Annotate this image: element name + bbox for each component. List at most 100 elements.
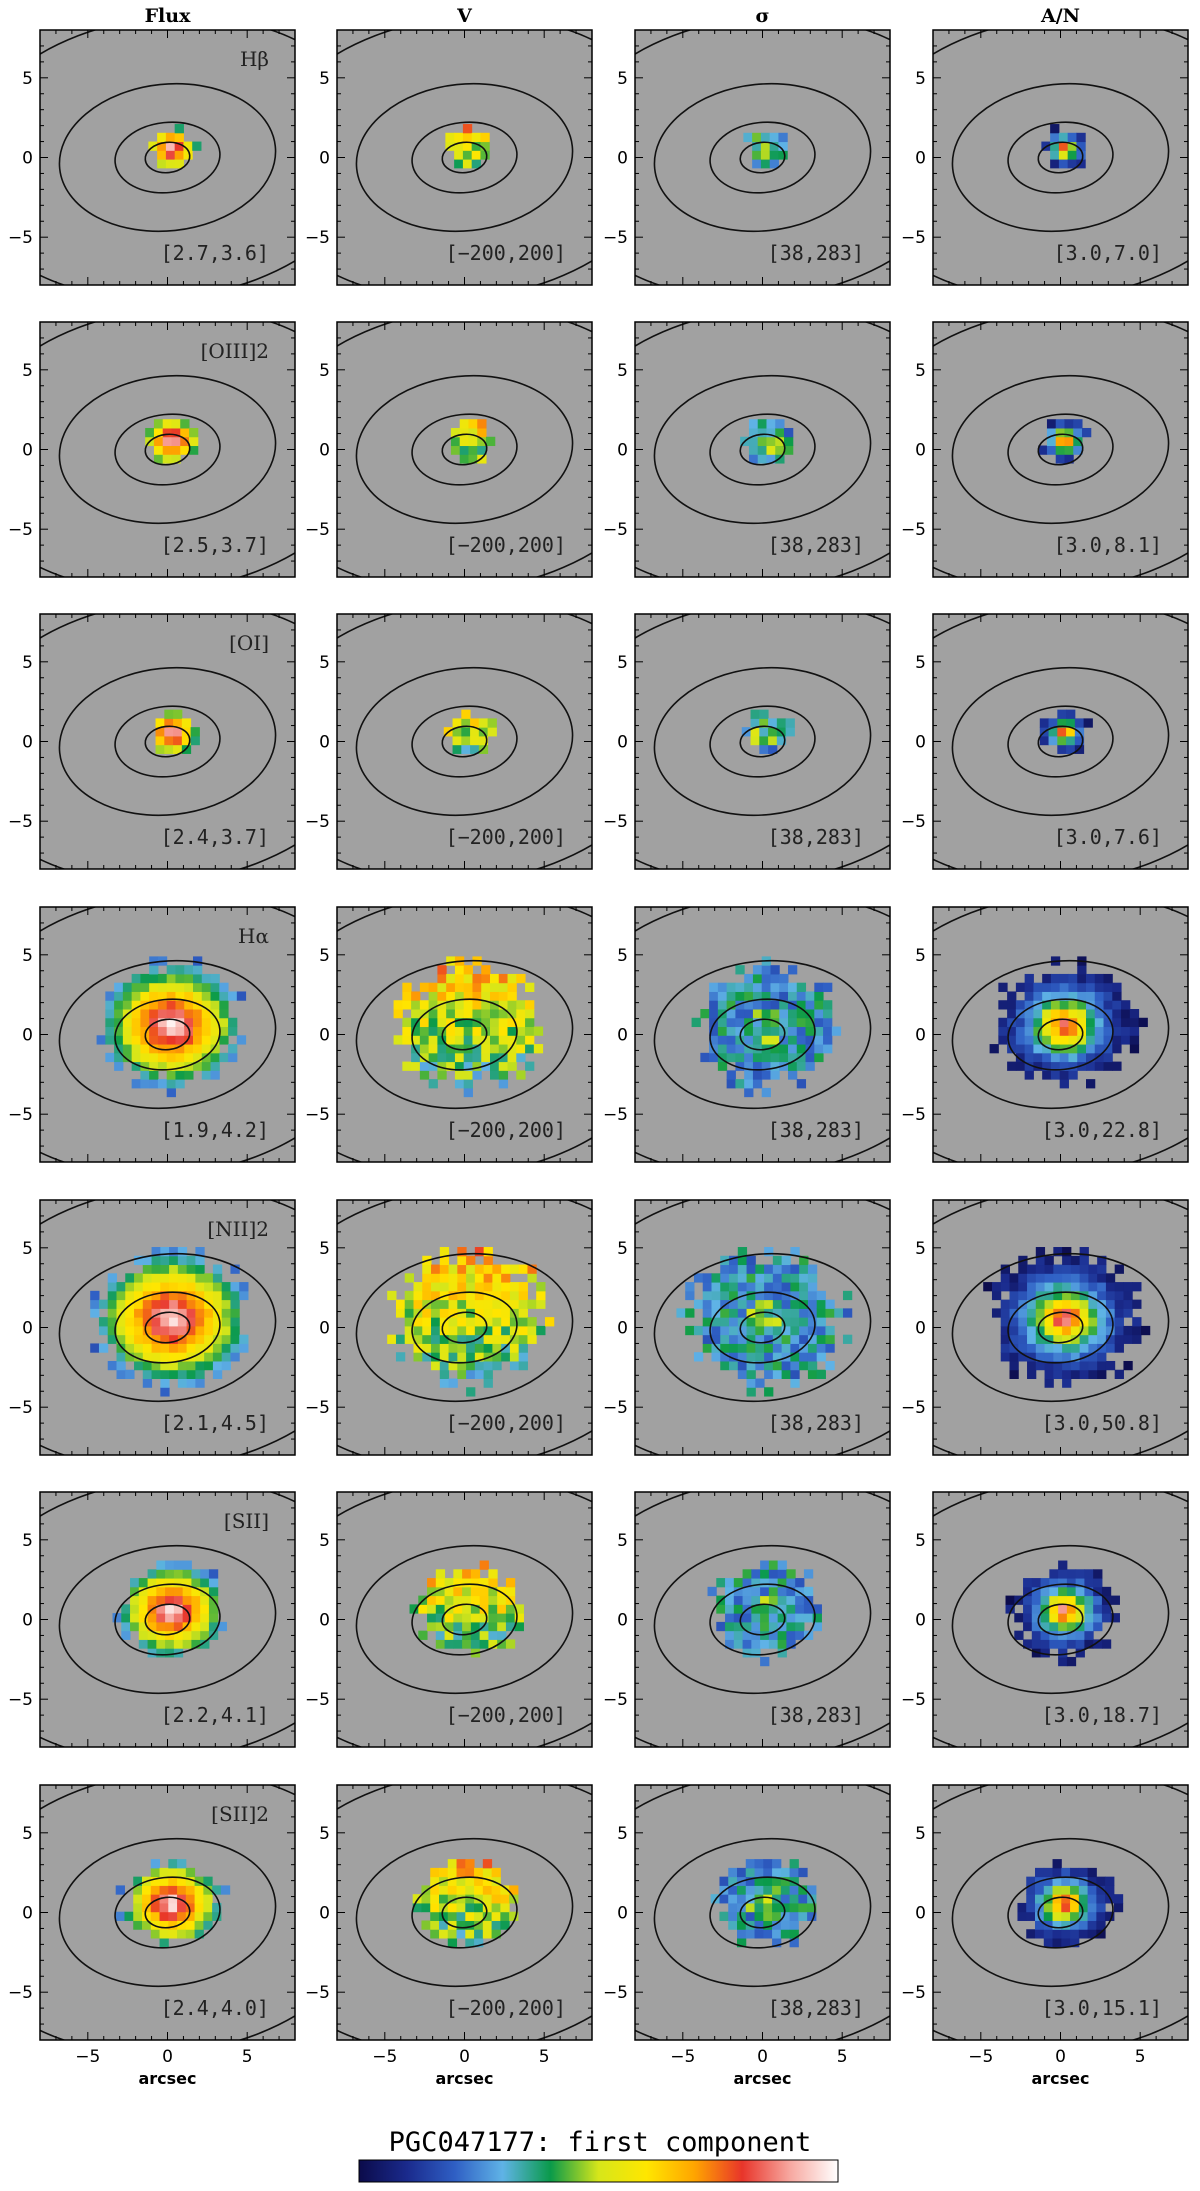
column-title: V xyxy=(456,5,473,27)
axis-ticks xyxy=(336,1491,593,1748)
map-pixel xyxy=(514,1604,524,1614)
range-label: [−200,200] xyxy=(446,1118,566,1142)
map-pixel xyxy=(1027,1352,1037,1362)
map-pixel xyxy=(490,1009,500,1019)
map-pixel xyxy=(1132,1334,1142,1344)
map-pixel xyxy=(1070,1343,1081,1353)
map-pixel xyxy=(735,1044,745,1054)
map-pixel xyxy=(482,1867,493,1878)
map-pixel xyxy=(743,132,753,143)
map-pixel xyxy=(444,1586,454,1597)
map-pixel xyxy=(1105,1343,1116,1353)
map-pixel xyxy=(492,1290,502,1301)
map-pixel xyxy=(725,1613,735,1623)
map-pixel xyxy=(491,1902,501,1913)
map-pixel xyxy=(1096,1902,1106,1913)
emission-map xyxy=(1017,1859,1124,1948)
map-pixel xyxy=(1033,1026,1043,1036)
map-pixel xyxy=(1009,1282,1019,1292)
map-pixel xyxy=(1044,1282,1054,1292)
range-label: [3.0,7.0] xyxy=(1054,241,1162,265)
map-pixel xyxy=(422,1317,432,1327)
map-pixel xyxy=(717,1026,728,1036)
map-pixel xyxy=(1026,1911,1036,1921)
map-pixel xyxy=(428,982,438,992)
y-tick-label: −5 xyxy=(901,1983,926,2003)
map-pixel xyxy=(193,1009,203,1019)
map-pixel xyxy=(479,1586,489,1597)
map-pixel xyxy=(194,1929,204,1939)
map-pixel xyxy=(201,1070,212,1080)
map-pixel xyxy=(1070,1325,1081,1336)
map-pixel xyxy=(760,1630,770,1640)
map-pixel xyxy=(177,1308,188,1318)
map-pixel xyxy=(1015,1026,1026,1036)
map-pixel xyxy=(431,1334,441,1344)
map-pixel xyxy=(761,965,771,975)
map-pixel xyxy=(500,1902,510,1913)
axis-ticks xyxy=(336,613,593,870)
map-pixel xyxy=(816,1352,826,1362)
map-pixel xyxy=(1062,1299,1072,1309)
map-pixel xyxy=(478,735,489,746)
map-pixel xyxy=(150,1902,161,1913)
map-pixel xyxy=(752,982,763,992)
y-tick-label: −5 xyxy=(901,1690,926,1710)
map-pixel xyxy=(177,1352,188,1362)
line-label: Hα xyxy=(238,924,269,948)
map-pixel xyxy=(191,1604,201,1614)
map-pixel xyxy=(777,1569,787,1579)
map-pixel xyxy=(720,1317,730,1327)
map-pixel xyxy=(1058,1578,1068,1588)
map-pixel xyxy=(1035,1929,1045,1939)
map-pixel xyxy=(474,1343,485,1353)
map-pixel xyxy=(482,1859,493,1869)
map-pixel xyxy=(777,1630,787,1640)
map-pixel xyxy=(463,1070,473,1080)
map-pixel xyxy=(149,1079,159,1089)
map-panel: 50−5[SII]2[2.4,4.0] xyxy=(8,1784,296,2041)
map-pixel xyxy=(825,1308,835,1318)
map-pixel xyxy=(159,1885,169,1895)
map-pixel xyxy=(453,1578,463,1588)
isophote-contour xyxy=(951,1252,1170,1403)
range-label: [3.0,50.8] xyxy=(1042,1411,1162,1435)
map-pixel xyxy=(1105,1317,1116,1327)
map-pixel xyxy=(788,1044,798,1054)
map-pixel xyxy=(439,1360,450,1371)
y-tick-label: 0 xyxy=(319,149,330,169)
map-pixel xyxy=(737,1867,747,1878)
map-pixel xyxy=(770,1000,780,1010)
map-pixel xyxy=(1066,1586,1077,1597)
map-pixel xyxy=(1070,1929,1080,1939)
map-pixel xyxy=(200,1604,210,1614)
map-pixel xyxy=(1087,1894,1097,1904)
y-tick-label: 0 xyxy=(319,1611,330,1631)
isophote-contour xyxy=(709,1291,816,1364)
map-pixel xyxy=(1053,1334,1063,1344)
emission-map xyxy=(710,1859,817,1948)
map-pixel xyxy=(155,727,165,737)
map-pixel xyxy=(788,1026,798,1036)
map-pixel xyxy=(751,1604,761,1614)
map-pixel xyxy=(159,1894,169,1904)
map-pixel xyxy=(726,991,736,1001)
map-pixel xyxy=(149,965,159,975)
map-pixel xyxy=(751,1586,761,1597)
map-pixel xyxy=(437,1052,447,1063)
map-pixel xyxy=(490,1035,500,1045)
map-pixel xyxy=(212,1290,223,1301)
map-pixel xyxy=(439,1867,449,1878)
map-pixel xyxy=(737,1334,748,1344)
map-pixel xyxy=(760,132,771,143)
map-pixel xyxy=(203,1911,213,1921)
map-pixel xyxy=(431,1308,441,1318)
map-pixel xyxy=(1031,1621,1042,1632)
map-pixel xyxy=(481,991,491,1001)
map-pixel xyxy=(1077,1009,1087,1019)
map-pixel xyxy=(755,1282,765,1292)
y-tick-label: −5 xyxy=(305,228,330,248)
map-pixel xyxy=(497,1586,507,1597)
map-pixel xyxy=(1062,1325,1072,1336)
isophote-contour xyxy=(58,666,277,817)
